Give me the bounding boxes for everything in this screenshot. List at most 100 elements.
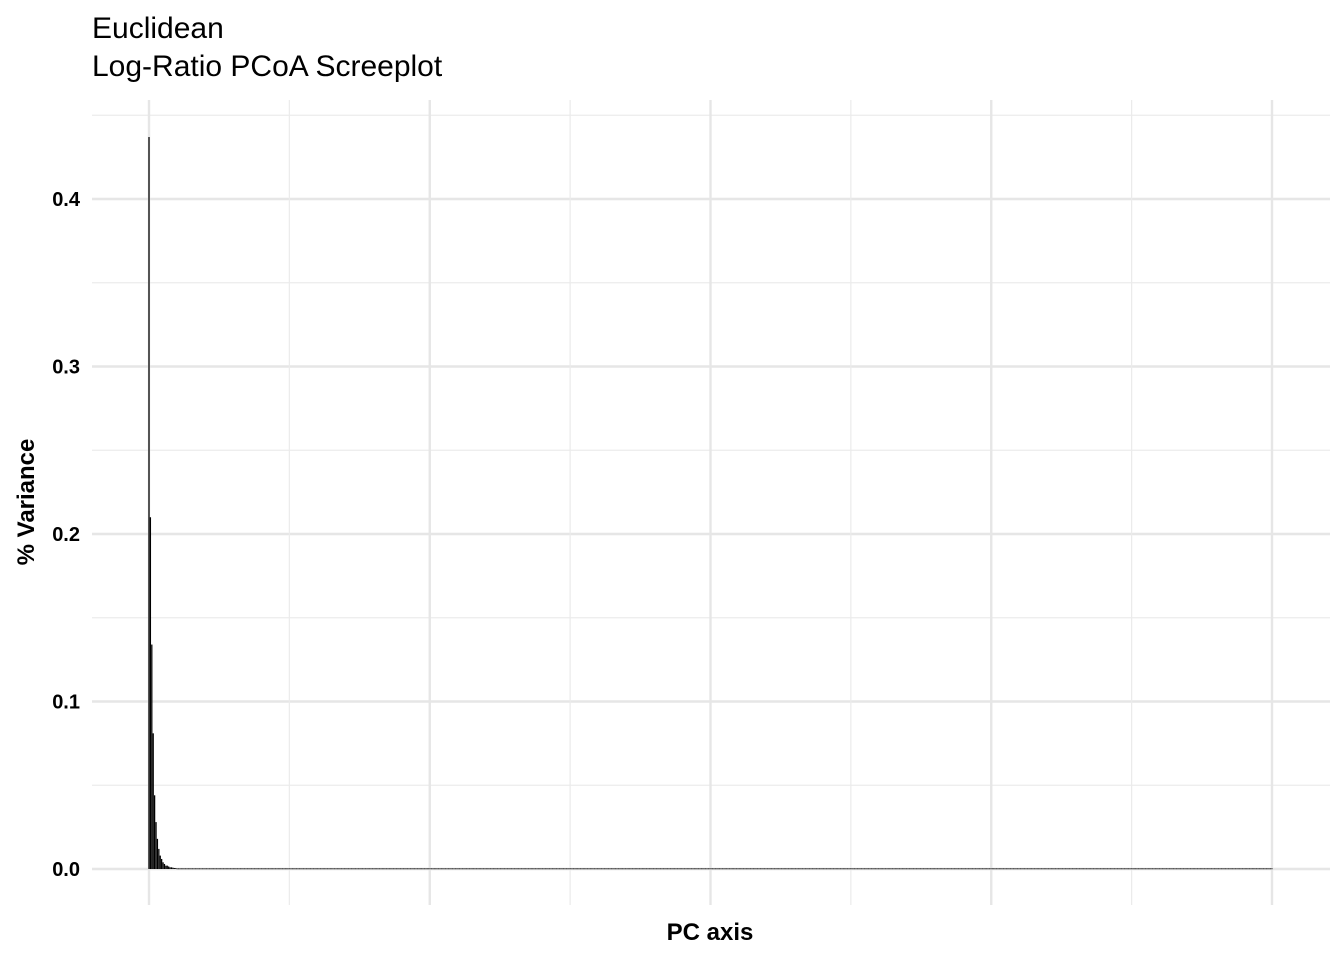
bar	[449, 868, 451, 870]
bar	[1119, 868, 1121, 870]
bar	[903, 868, 905, 870]
bar	[980, 868, 982, 870]
bar	[555, 868, 558, 870]
bar	[582, 868, 584, 870]
bar	[634, 868, 636, 870]
bar	[925, 868, 927, 870]
bar	[1180, 868, 1182, 870]
bar	[783, 868, 785, 870]
bar	[1118, 868, 1120, 870]
bar	[1189, 868, 1192, 870]
bar	[283, 868, 285, 870]
bar	[1111, 868, 1113, 870]
bar	[1132, 868, 1134, 870]
bar	[155, 822, 157, 869]
bar	[858, 868, 860, 870]
bar	[1035, 868, 1037, 870]
bar	[918, 868, 920, 870]
bar	[921, 868, 923, 870]
bar	[1217, 868, 1220, 870]
bar	[1099, 868, 1102, 870]
bar	[1230, 868, 1232, 870]
bar	[294, 868, 296, 870]
bar	[360, 868, 362, 870]
bar	[876, 868, 878, 870]
bar	[1091, 868, 1093, 870]
bar	[786, 868, 788, 870]
bar	[1019, 868, 1022, 870]
bar	[1269, 868, 1272, 870]
bar	[1223, 868, 1225, 870]
bar	[1046, 868, 1048, 870]
bar	[699, 868, 701, 870]
bar	[414, 868, 416, 870]
bar	[1000, 868, 1002, 870]
bar	[928, 868, 930, 870]
bar	[1172, 868, 1175, 870]
bar	[534, 868, 537, 870]
bar	[973, 868, 975, 870]
bar	[480, 868, 482, 870]
bar	[473, 868, 475, 870]
bar	[1191, 868, 1193, 870]
bar	[807, 868, 809, 870]
bar	[488, 868, 490, 870]
bar	[839, 868, 842, 870]
bar	[548, 868, 551, 870]
bar	[437, 868, 440, 870]
bar	[215, 868, 218, 870]
bar	[1216, 868, 1218, 870]
bar	[797, 868, 799, 870]
bar	[856, 868, 859, 870]
bar	[482, 868, 485, 870]
bar	[513, 868, 516, 870]
bar	[703, 868, 705, 870]
bar	[714, 868, 717, 870]
bar	[536, 868, 538, 870]
bar	[373, 868, 375, 870]
bar	[645, 868, 648, 870]
bar	[474, 868, 476, 870]
bar	[242, 868, 244, 870]
bar	[825, 868, 828, 870]
bar	[435, 868, 437, 870]
bar	[367, 868, 369, 870]
bar	[503, 868, 506, 870]
bar	[891, 868, 894, 870]
bar	[1008, 868, 1010, 870]
bar	[678, 868, 680, 870]
bar	[484, 868, 486, 870]
bar	[927, 868, 929, 870]
bar	[720, 868, 722, 870]
bar	[495, 868, 497, 870]
bar	[363, 868, 365, 870]
bar	[1154, 868, 1156, 870]
bar	[543, 868, 545, 870]
bar	[602, 868, 604, 870]
bar	[177, 868, 180, 870]
bar	[1001, 868, 1003, 870]
bar	[846, 868, 849, 870]
bar	[245, 868, 247, 870]
bar	[356, 868, 358, 870]
bar	[203, 868, 205, 870]
bar	[169, 867, 171, 869]
bar	[744, 868, 746, 870]
bar	[1240, 868, 1242, 870]
bar	[335, 868, 337, 870]
bar	[884, 868, 887, 870]
bar	[332, 868, 334, 870]
bar	[184, 868, 187, 870]
bar	[243, 868, 246, 870]
bar	[349, 868, 351, 870]
bar	[270, 868, 272, 870]
bar	[369, 868, 371, 870]
bar	[318, 868, 320, 870]
bar	[1257, 868, 1259, 870]
bar	[166, 865, 168, 869]
bar	[416, 868, 419, 870]
bar	[863, 868, 866, 870]
bar	[971, 868, 974, 870]
bar	[1014, 868, 1016, 870]
bar	[388, 868, 390, 870]
